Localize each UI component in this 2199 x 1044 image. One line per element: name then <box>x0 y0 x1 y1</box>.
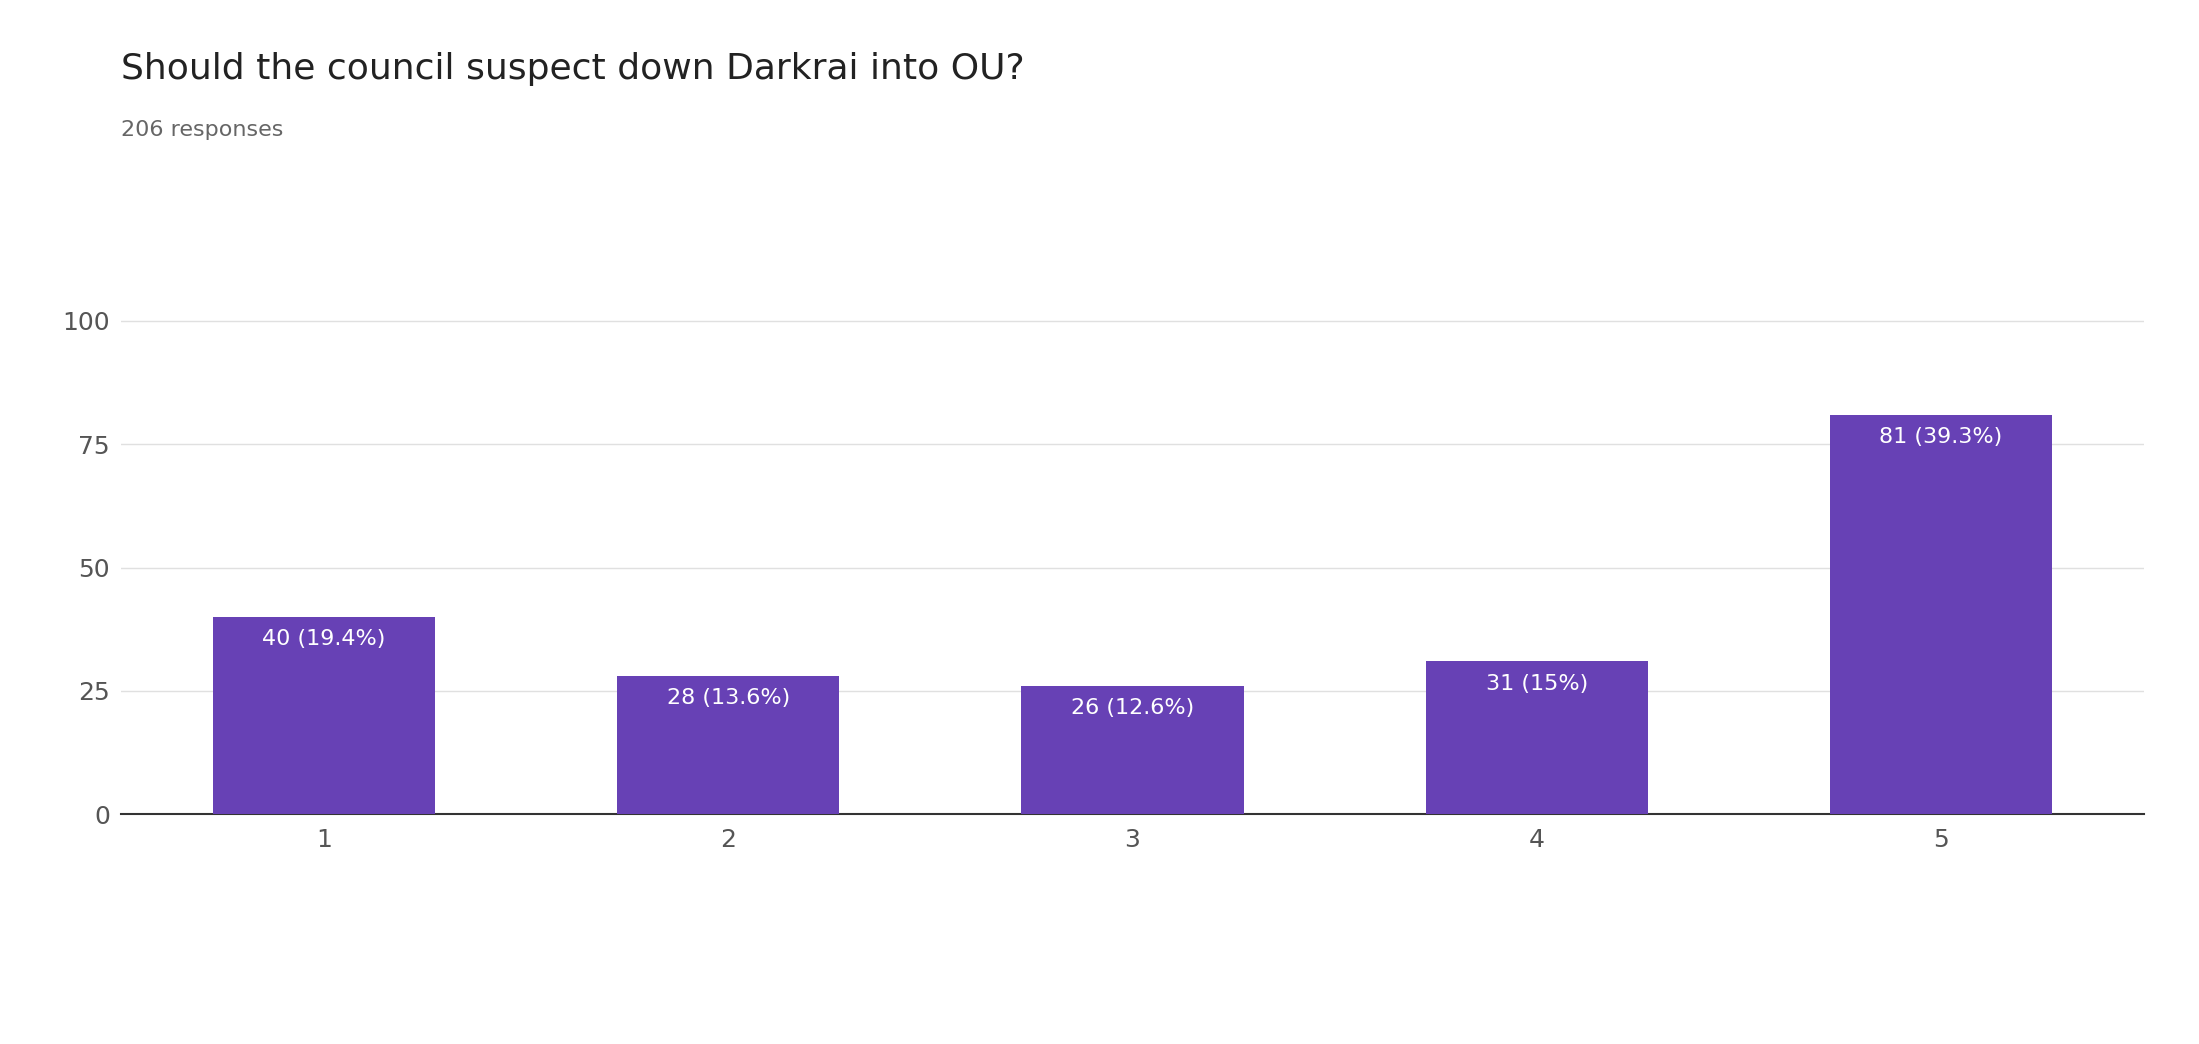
Bar <box>618 677 840 814</box>
Text: Should the council suspect down Darkrai into OU?: Should the council suspect down Darkrai … <box>121 52 1025 87</box>
Text: 31 (15%): 31 (15%) <box>1487 673 1588 693</box>
Text: 81 (39.3%): 81 (39.3%) <box>1880 427 2003 447</box>
Bar <box>1425 661 1647 814</box>
Text: 26 (12.6%): 26 (12.6%) <box>1071 698 1194 718</box>
Bar <box>1020 686 1245 814</box>
Text: 206 responses: 206 responses <box>121 120 284 140</box>
Bar <box>1830 414 2052 814</box>
Text: 40 (19.4%): 40 (19.4%) <box>262 630 385 649</box>
Text: 28 (13.6%): 28 (13.6%) <box>666 688 789 709</box>
Bar <box>213 617 435 814</box>
